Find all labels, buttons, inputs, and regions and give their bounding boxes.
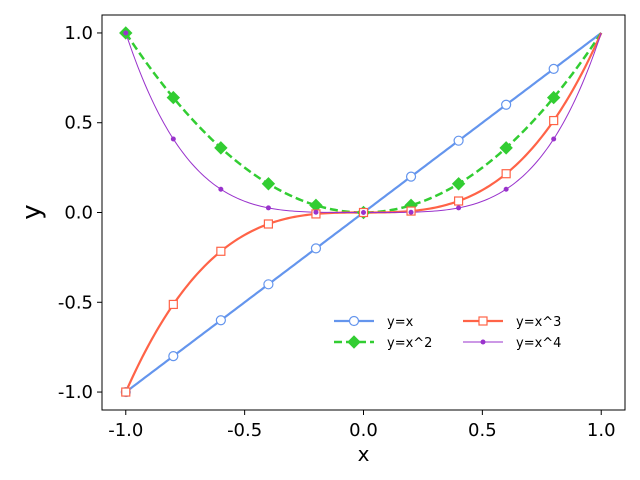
- data-point-marker: [451, 177, 466, 191]
- data-point-marker: [168, 351, 179, 362]
- data-point-marker: [361, 210, 366, 215]
- data-point-marker: [503, 186, 509, 192]
- x-axis-label: x: [358, 442, 370, 466]
- legend-label: y=x^3: [516, 315, 561, 330]
- data-point-marker: [480, 339, 486, 345]
- data-point-marker: [347, 335, 361, 349]
- y-tick-label: 0.5: [64, 113, 93, 134]
- data-point-marker: [215, 315, 226, 326]
- data-point-marker: [453, 135, 464, 146]
- data-point-marker: [499, 141, 513, 155]
- y-axis-ticks: -1.0 -0.5 0.0 0.5 1.0: [58, 23, 102, 403]
- legend-label: y=x^2: [387, 336, 432, 351]
- data-point-marker: [216, 246, 226, 256]
- data-point-marker: [501, 169, 511, 179]
- data-point-marker: [478, 316, 488, 326]
- y-tick-label: -0.5: [58, 292, 93, 313]
- data-point-marker: [166, 90, 181, 105]
- y-axis-label: y: [17, 204, 47, 219]
- data-point-marker: [408, 209, 414, 215]
- x-tick-label: 0.0: [349, 420, 378, 441]
- legend: y=x y=x^2 y=x^3 y=x^4: [334, 315, 561, 351]
- data-point-marker: [549, 115, 559, 126]
- x-tick-label: -0.5: [227, 420, 262, 441]
- data-point-marker: [546, 90, 561, 105]
- y-tick-label: 0.0: [64, 203, 93, 224]
- x-tick-label: 0.5: [468, 420, 497, 441]
- x-tick-label: 1.0: [587, 420, 616, 441]
- data-point-marker: [121, 387, 131, 397]
- data-point-marker: [551, 136, 557, 142]
- data-point-marker: [263, 279, 274, 290]
- legend-label: y=x: [387, 315, 414, 330]
- data-point-marker: [501, 99, 512, 110]
- legend-label: y=x^4: [516, 336, 561, 351]
- y-tick-label: 1.0: [64, 23, 93, 44]
- data-point-marker: [348, 315, 360, 327]
- data-point-marker: [548, 63, 559, 74]
- data-point-marker: [453, 196, 464, 206]
- series-markers: [119, 26, 561, 398]
- data-point-marker: [218, 186, 224, 192]
- data-point-marker: [261, 177, 276, 191]
- data-point-marker: [310, 243, 322, 254]
- data-point-marker: [263, 219, 274, 229]
- data-point-marker: [405, 171, 417, 182]
- data-point-marker: [214, 141, 228, 155]
- series-line: [124, 32, 603, 214]
- x-tick-label: -1.0: [108, 420, 143, 441]
- data-point-marker: [456, 205, 462, 211]
- data-point-marker: [123, 30, 129, 36]
- data-point-marker: [313, 209, 319, 215]
- y-tick-label: -1.0: [58, 382, 93, 403]
- data-point-marker: [170, 136, 176, 142]
- data-point-marker: [168, 299, 178, 310]
- data-point-marker: [265, 205, 271, 211]
- x-axis-ticks: -1.0 -0.5 0.0 0.5 1.0: [108, 410, 616, 441]
